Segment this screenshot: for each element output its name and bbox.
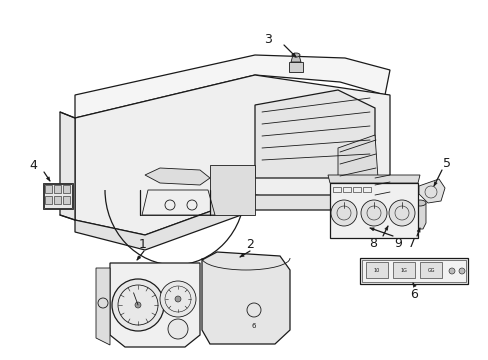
Bar [332,187,340,192]
Bar [419,262,441,278]
Text: 6: 6 [251,323,256,329]
Polygon shape [209,165,254,215]
Text: 9: 9 [393,237,401,249]
Polygon shape [240,253,244,257]
Polygon shape [291,53,295,57]
Polygon shape [412,283,415,287]
Polygon shape [202,252,289,344]
Bar [45,196,52,204]
Ellipse shape [291,53,299,57]
Text: 4: 4 [29,158,37,171]
Circle shape [168,319,187,339]
Polygon shape [75,195,389,250]
Bar [54,196,61,204]
Ellipse shape [413,200,425,206]
Text: 7: 7 [407,237,415,249]
Circle shape [448,268,454,274]
Polygon shape [416,228,419,232]
Polygon shape [254,90,374,178]
Text: 5: 5 [442,157,450,170]
Text: 1: 1 [139,238,146,251]
Polygon shape [145,168,209,185]
Bar [342,187,350,192]
Bar [329,183,417,238]
Circle shape [112,279,163,331]
Polygon shape [433,182,436,186]
Polygon shape [327,175,419,183]
Polygon shape [46,177,50,181]
Bar [44,184,72,208]
Circle shape [135,302,141,308]
Circle shape [458,268,464,274]
Bar [392,262,414,278]
Text: 1G: 1G [400,269,407,274]
Polygon shape [290,55,301,62]
Polygon shape [137,256,141,260]
Text: GG: GG [427,269,434,274]
Polygon shape [75,75,389,235]
Polygon shape [75,55,389,118]
Text: 10: 10 [373,269,379,274]
Bar [54,185,61,193]
Bar [359,258,467,284]
Bar [365,262,387,278]
Bar [63,185,70,193]
Circle shape [330,200,356,226]
Bar [63,196,70,204]
Text: 8: 8 [368,237,376,249]
Polygon shape [110,263,200,347]
Circle shape [360,200,386,226]
Polygon shape [418,179,444,203]
Polygon shape [369,228,373,231]
Text: 3: 3 [264,32,271,45]
Bar [352,187,360,192]
Polygon shape [337,135,377,185]
Bar [43,183,73,209]
Polygon shape [96,268,110,345]
Polygon shape [413,203,425,229]
Bar [361,260,465,282]
Bar [288,62,303,72]
Bar [362,187,370,192]
Polygon shape [60,112,75,220]
Polygon shape [384,226,387,230]
Circle shape [388,200,414,226]
Text: 6: 6 [409,288,417,302]
Bar [45,185,52,193]
Text: 2: 2 [245,238,253,251]
Circle shape [160,281,196,317]
Circle shape [175,296,181,302]
